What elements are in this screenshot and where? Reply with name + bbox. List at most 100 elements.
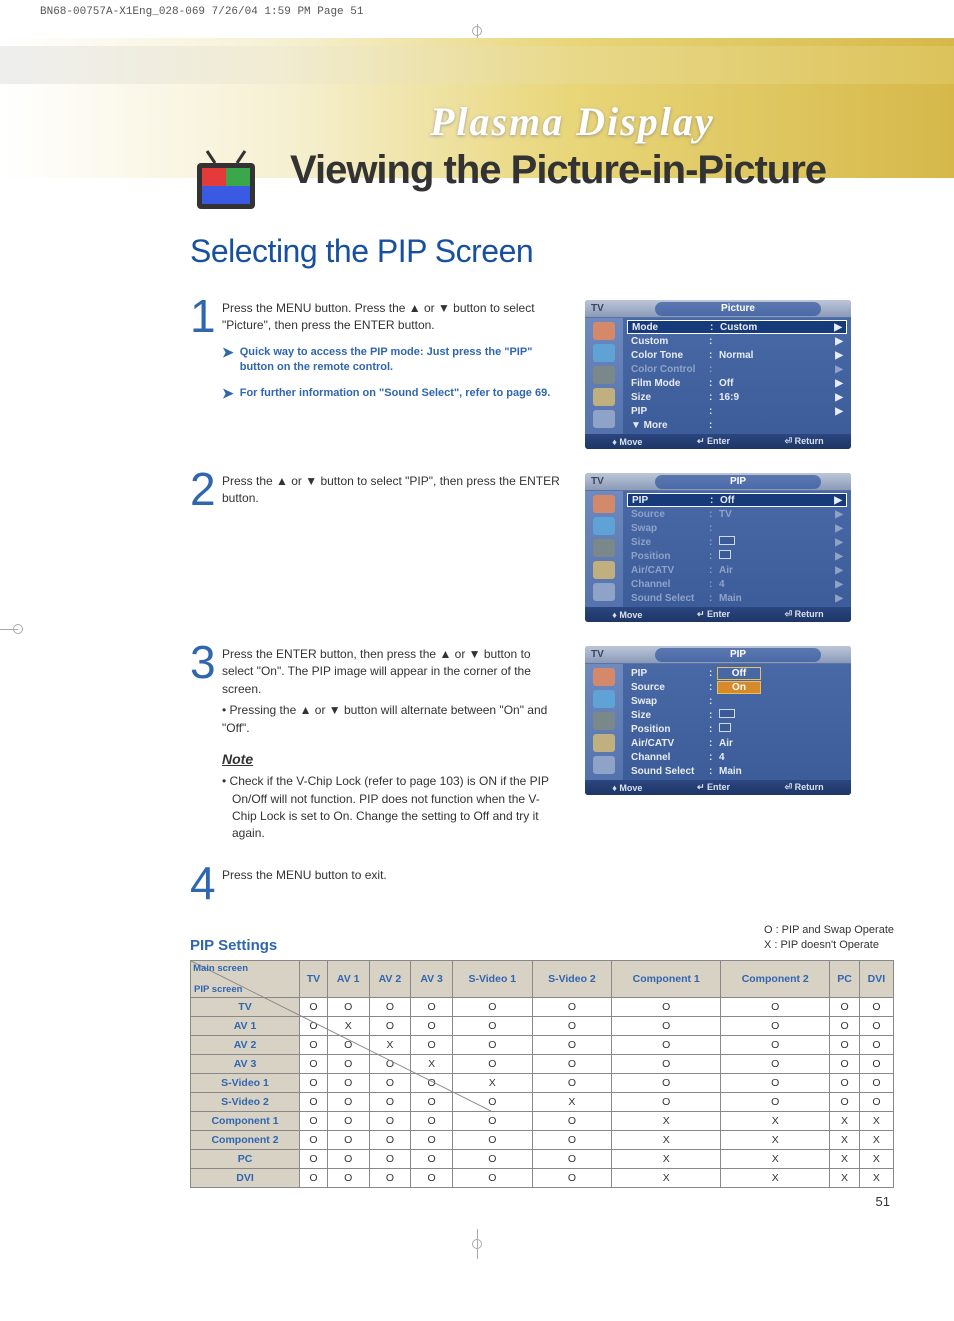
table-cell: O: [721, 1092, 830, 1111]
table-cell: X: [859, 1130, 893, 1149]
page-content: Selecting the PIP Screen 1 Press the MEN…: [0, 193, 954, 1219]
osd-row: Size:: [627, 708, 847, 722]
osd-row: Channel: 4: [627, 750, 847, 764]
table-cell: O: [369, 1130, 411, 1149]
step-1: 1 Press the MENU button. Press the ▲ or …: [190, 300, 894, 449]
osd-row: Air/CATV: Air: [627, 736, 847, 750]
tip-text: Quick way to access the PIP mode: Just p…: [240, 345, 560, 376]
brand-title: Plasma Display: [430, 98, 715, 145]
osd-tv-label: TV: [591, 476, 631, 487]
step-number: 1: [190, 300, 216, 401]
table-cell: O: [411, 1130, 453, 1149]
table-cell: X: [721, 1149, 830, 1168]
table-cell: O: [411, 1168, 453, 1187]
osd-row: Swap: ▶: [627, 521, 847, 535]
osd-row: PIP: Off: [627, 666, 847, 680]
pip-settings-table: Main screen PIP screen TVAV 1AV 2AV 3S-V…: [190, 960, 894, 1188]
table-cell: O: [859, 997, 893, 1016]
osd-row: Size: ▶: [627, 535, 847, 549]
table-cell: O: [612, 1092, 721, 1111]
table-cell: O: [411, 1111, 453, 1130]
table-cell: O: [327, 1168, 369, 1187]
table-cell: O: [859, 1054, 893, 1073]
step-number: 3: [190, 646, 216, 843]
osd-category-icon: [593, 561, 615, 579]
osd-category-icon: [593, 668, 615, 686]
osd-tv-label: TV: [591, 649, 631, 660]
osd-row: Swap:: [627, 694, 847, 708]
osd-row: Channel: 4 ▶: [627, 577, 847, 591]
osd-row: Color Control: ▶: [627, 362, 847, 376]
table-cell: O: [300, 1168, 328, 1187]
osd-row: Sound Select: Main: [627, 764, 847, 778]
legend-o: O : PIP and Swap Operate: [764, 923, 894, 938]
table-cell: O: [612, 1073, 721, 1092]
step-body: Press the ENTER button, then press the ▲…: [222, 646, 560, 698]
osd-header: TV PIP: [585, 473, 851, 491]
step-tip: ➤ Quick way to access the PIP mode: Just…: [222, 345, 560, 376]
section-title: Selecting the PIP Screen: [190, 233, 894, 270]
table-cell: X: [859, 1149, 893, 1168]
table-row: Component 2OOOOOOXXXX: [191, 1130, 894, 1149]
note-body: • Check if the V-Chip Lock (refer to pag…: [232, 773, 560, 843]
table-cell: O: [830, 1054, 860, 1073]
table-col-header: PC: [830, 960, 860, 997]
table-cell: X: [612, 1168, 721, 1187]
table-cell: X: [721, 1130, 830, 1149]
step-4: 4 Press the MENU button to exit.: [190, 867, 894, 899]
table-legend: O : PIP and Swap Operate X : PIP doesn't…: [764, 923, 894, 954]
osd-row: Source: On: [627, 680, 847, 694]
table-cell: O: [830, 997, 860, 1016]
table-cell: O: [327, 1111, 369, 1130]
osd-menu-title: PIP: [655, 475, 821, 489]
osd-row: PIP: ▶: [627, 404, 847, 418]
osd-category-icon: [593, 495, 615, 513]
table-row: PCOOOOOOXXXX: [191, 1149, 894, 1168]
osd-header: TV PIP: [585, 646, 851, 664]
table-cell: O: [532, 1016, 612, 1035]
step-body: Press the MENU button to exit.: [222, 867, 387, 899]
step-3: 3 Press the ENTER button, then press the…: [190, 646, 894, 843]
table-row: DVIOOOOOOXXXX: [191, 1168, 894, 1187]
crop-mark-top: [0, 24, 954, 38]
table-cell: O: [300, 1149, 328, 1168]
pip-settings-header: PIP Settings O : PIP and Swap Operate X …: [190, 923, 894, 954]
step-body: Press the ▲ or ▼ button to select "PIP",…: [222, 473, 560, 508]
note-heading: Note: [222, 749, 560, 769]
osd-category-icon: [593, 517, 615, 535]
tip-arrow-icon: ➤: [222, 345, 234, 376]
osd-pip-onoff: TV PIP PIP: Off Source: On Swap: Size: P…: [585, 646, 851, 795]
table-cell: O: [532, 1035, 612, 1054]
step-number: 2: [190, 473, 216, 508]
crop-circle-left: [13, 624, 23, 634]
table-cell: O: [830, 1073, 860, 1092]
table-cell: O: [532, 1149, 612, 1168]
table-cell: X: [830, 1168, 860, 1187]
table-cell: X: [721, 1111, 830, 1130]
table-cell: O: [612, 1054, 721, 1073]
table-cell: O: [452, 1168, 532, 1187]
table-cell: O: [721, 1073, 830, 1092]
osd-category-icon: [593, 322, 615, 340]
osd-row: Mode: Custom ▶: [627, 320, 847, 334]
table-cell: X: [830, 1130, 860, 1149]
table-cell: X: [859, 1111, 893, 1130]
table-corner: Main screen PIP screen: [191, 961, 251, 997]
table-cell: O: [830, 1016, 860, 1035]
table-cell: O: [411, 1149, 453, 1168]
table-cell: X: [612, 1111, 721, 1130]
page-title: Viewing the Picture-in-Picture: [290, 148, 954, 193]
table-cell: O: [532, 1168, 612, 1187]
osd-icon-column: [585, 664, 623, 780]
table-cell: O: [721, 1035, 830, 1054]
table-cell: O: [721, 1054, 830, 1073]
osd-header: TV Picture: [585, 300, 851, 318]
table-cell: O: [830, 1092, 860, 1111]
osd-row: PIP: Off ▶: [627, 493, 847, 507]
table-cell: X: [532, 1092, 612, 1111]
table-row: Component 1OOOOOOXXXX: [191, 1111, 894, 1130]
step-number: 4: [190, 867, 216, 899]
osd-category-icon: [593, 756, 615, 774]
table-cell: O: [612, 1016, 721, 1035]
tip-arrow-icon: ➤: [222, 386, 234, 401]
